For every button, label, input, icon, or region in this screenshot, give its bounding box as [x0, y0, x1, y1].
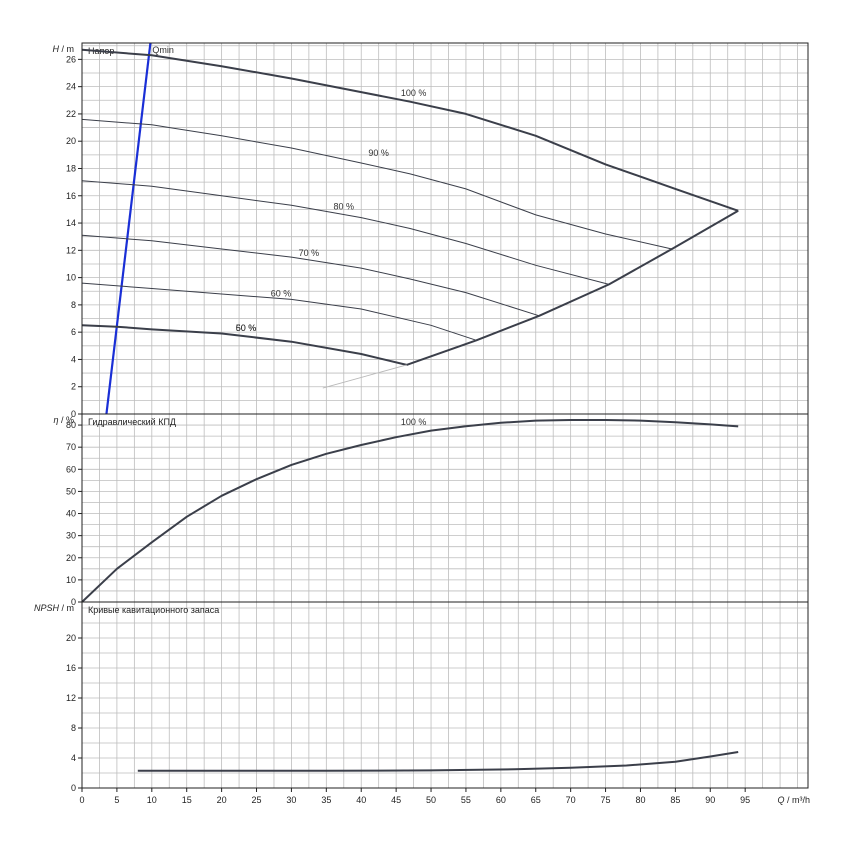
panel-1-ytick-label: 30 — [66, 531, 76, 541]
xtick-label: 30 — [286, 795, 296, 805]
xtick-label: 70 — [566, 795, 576, 805]
curve-label-50: 50 % — [236, 323, 257, 333]
series-line-curve-0 — [137, 751, 739, 772]
panel-2-ytick-label: 20 — [66, 633, 76, 643]
ylabel-unit: / m — [59, 44, 74, 54]
panel-0-ytick-label: 20 — [66, 136, 76, 146]
panel-2-ytick-label: 8 — [71, 723, 76, 733]
panel-0-ytick-label: 18 — [66, 163, 76, 173]
panel-0-ytick-label: 26 — [66, 54, 76, 64]
qmin-label: Qmin — [152, 45, 174, 55]
qmin-line — [105, 42, 152, 415]
xtick-label: 50 — [426, 795, 436, 805]
curve-label-90: 90 % — [368, 148, 389, 158]
panel-2-frame — [81, 601, 809, 789]
xtick-label: 15 — [182, 795, 192, 805]
xtick-label: 65 — [531, 795, 541, 805]
panel-1-ytick-label: 20 — [66, 553, 76, 563]
xtick-label: 60 — [496, 795, 506, 805]
panel-1-background — [82, 414, 808, 602]
panel-1-ytick-label: 50 — [66, 486, 76, 496]
xtick-label: 0 — [79, 795, 84, 805]
ylabel-unit: / m — [59, 603, 74, 613]
panel-0-ytick-label: 4 — [71, 354, 76, 364]
curve-label-60: 60 % — [236, 323, 257, 333]
panel-0-ytick-label: 2 — [71, 382, 76, 392]
xtick-label: 35 — [321, 795, 331, 805]
panel-1-ytick-label: 80 — [66, 420, 76, 430]
panel-2-background — [82, 602, 808, 788]
panel-2-ytick-label: 0 — [71, 783, 76, 793]
xtick-label: 80 — [635, 795, 645, 805]
ylabel-unit: / % — [58, 415, 74, 425]
panel-1-title: Гидравлический КПД — [88, 417, 176, 427]
panel-2-ytick-label: 4 — [71, 753, 76, 763]
panel-0-ytick-label: 0 — [71, 409, 76, 419]
curve-label-70: 70 % — [299, 248, 320, 258]
panel-0-ytick-label: 6 — [71, 327, 76, 337]
series-line-100 — [81, 419, 739, 603]
curve-label-100: 100 % — [401, 88, 427, 98]
xtick-label: 45 — [391, 795, 401, 805]
xtick-label: 85 — [670, 795, 680, 805]
xtick-label: 90 — [705, 795, 715, 805]
panel-0-ytick-label: 12 — [66, 245, 76, 255]
xtick-label: 20 — [217, 795, 227, 805]
panel-1-ytick-label: 0 — [71, 597, 76, 607]
xlabel-symbol: Q — [777, 795, 784, 805]
panel-0-ytick-label: 14 — [66, 218, 76, 228]
panel-1-ytick-label: 40 — [66, 509, 76, 519]
panel-1-ytick-label: 70 — [66, 442, 76, 452]
panel-0-ytick-label: 22 — [66, 109, 76, 119]
curve-label-100: 100 % — [401, 417, 427, 427]
xtick-label: 55 — [461, 795, 471, 805]
panel-0-ylabel: H / m — [53, 44, 75, 54]
panel-0-ytick-label: 16 — [66, 191, 76, 201]
xtick-label: 95 — [740, 795, 750, 805]
xtick-label: 75 — [601, 795, 611, 805]
xtick-label: 10 — [147, 795, 157, 805]
ylabel-symbol: η — [53, 415, 58, 425]
series-line-50 — [81, 324, 407, 366]
series-line-curve-7 — [322, 364, 407, 389]
xtick-label: 5 — [114, 795, 119, 805]
series-line-100 — [81, 48, 739, 212]
panel-2-ytick-label: 16 — [66, 663, 76, 673]
series-line-80 — [81, 180, 610, 285]
xtick-label: 40 — [356, 795, 366, 805]
series-line-60 — [81, 282, 477, 341]
series-line-90 — [81, 118, 673, 250]
panel-0-ytick-label: 8 — [71, 300, 76, 310]
xtick-label: 25 — [252, 795, 262, 805]
panel-2-ytick-label: 12 — [66, 693, 76, 703]
panel-0-background — [82, 43, 808, 414]
panel-2-title: Кривые кавитационного запаса — [88, 605, 219, 615]
ylabel-symbol: NPSH — [34, 603, 60, 613]
xlabel-unit: / m³/h — [784, 795, 810, 805]
panel-1-ytick-label: 60 — [66, 464, 76, 474]
panel-2-ylabel: NPSH / m — [34, 603, 74, 613]
curve-label-80: 80 % — [334, 201, 355, 211]
panel-0-ytick-label: 10 — [66, 273, 76, 283]
ylabel-symbol: H — [53, 44, 60, 54]
curve-label-60: 60 % — [271, 289, 292, 299]
series-line-curve-6 — [406, 209, 739, 366]
series-line-70 — [81, 234, 540, 317]
panel-1-ytick-label: 10 — [66, 575, 76, 585]
panel-0-ytick-label: 24 — [66, 82, 76, 92]
panel-1-ylabel: η / % — [53, 415, 74, 425]
x-axis-label: Q / m³/h — [777, 795, 810, 805]
